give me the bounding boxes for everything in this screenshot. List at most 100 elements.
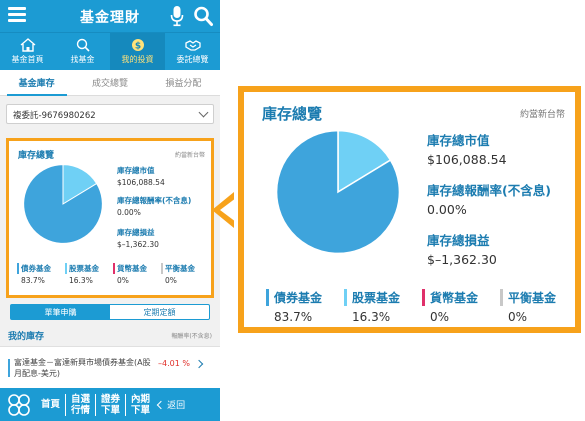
allocation-legend: 債券基金 83.7% 股票基金 16.3% 貨幣基金 0% 平衡基金 0%	[266, 289, 578, 324]
legend-name: 平衡基金	[161, 263, 209, 274]
my-holdings-header: 我的庫存 報酬率(不含息)	[0, 326, 220, 342]
holdings-summary-card-zoomed: 庫存總覽 約當新台幣 庫存總市值 $106,088.54 庫存總報酬率(不含息)…	[238, 86, 581, 333]
legend-name: 貨幣基金	[422, 289, 500, 306]
market-value-block: 庫存總市值 $106,088.54	[117, 165, 165, 187]
pnl-value: $–1,362.30	[427, 252, 497, 267]
tab-trade-overview[interactable]: 成交總覽	[91, 79, 128, 89]
legend-name: 債券基金	[266, 289, 344, 306]
return-rate-label: 庫存總報酬率(不含息)	[117, 196, 192, 205]
legend-name: 債券基金	[17, 263, 65, 274]
nav-label: 我的投資	[121, 55, 154, 64]
pie-slice-債券基金	[275, 129, 401, 255]
fund-type-bar	[8, 359, 10, 377]
single-purchase-button[interactable]: 單筆申購	[11, 305, 110, 319]
pnl-label: 庫存總損益	[427, 233, 490, 248]
top-bar: 基金理財	[0, 0, 220, 32]
legend-name: 股票基金	[65, 263, 113, 274]
legend-item-balanced: 平衡基金 0%	[161, 263, 209, 285]
pie-slice-股票基金	[337, 129, 392, 194]
return-rate-block: 庫存總報酬率(不含息) 0.00%	[117, 195, 191, 217]
summary-title: 庫存總覽	[262, 105, 323, 123]
bottom-bar: 首頁 自選 行情 證券 下單 內期 下單 返回	[0, 388, 220, 421]
pnl-block: 庫存總損益 $–1,362.30	[427, 230, 497, 267]
apps-menu-icon[interactable]	[6, 392, 32, 418]
search-icon	[76, 38, 90, 52]
legend-item-bond: 債券基金 83.7%	[17, 263, 65, 285]
market-value-label: 庫存總市值	[117, 166, 155, 175]
back-label: 返回	[167, 401, 186, 411]
legend-pct: 83.7%	[274, 310, 313, 324]
regular-investment-button[interactable]: 定期定額	[143, 307, 176, 317]
bottom-watchlist[interactable]: 自選 行情	[65, 393, 95, 416]
chevron-down-icon	[198, 107, 209, 118]
legend-item-equity: 股票基金 16.3%	[65, 263, 113, 285]
money-icon: $	[131, 39, 144, 52]
purchase-type-switch: 單筆申購 定期定額	[10, 304, 210, 320]
nav-my-investment[interactable]: $ 我的投資	[110, 33, 165, 70]
market-value-block: 庫存總市值 $106,088.54	[427, 130, 507, 167]
menu-icon[interactable]	[8, 7, 26, 23]
pie-slice-債券基金	[23, 164, 103, 244]
main-nav: 基金首頁 找基金 $ 我的投資 委託總覽	[0, 32, 220, 70]
home-icon	[20, 38, 35, 52]
nav-label: 找基金	[70, 55, 95, 64]
allocation-pie-chart	[275, 129, 401, 255]
my-holdings-note: 報酬率(不含息)	[171, 333, 212, 340]
summary-title: 庫存總覽	[18, 151, 55, 161]
account-select[interactable]: 複委託-9676980262	[6, 104, 214, 124]
return-rate: 0.00%	[117, 208, 141, 217]
legend-pct: 16.3%	[352, 310, 391, 324]
legend-pct: 83.7%	[21, 276, 45, 285]
pnl-label: 庫存總損益	[117, 228, 155, 237]
legend-item-money: 貨幣基金 0%	[113, 263, 161, 285]
return-rate: 0.00%	[427, 202, 467, 217]
holdings-summary-card-small: 庫存總覽 約當新台幣 庫存總市值 $106,088.54 庫存總報酬率(不含息)…	[6, 138, 214, 298]
market-value: $106,088.54	[117, 178, 165, 187]
bottom-home[interactable]: 首頁	[41, 399, 61, 410]
search-icon[interactable]	[193, 5, 213, 27]
legend-pct: 16.3%	[69, 276, 93, 285]
market-value: $106,088.54	[427, 152, 507, 167]
microphone-icon[interactable]	[170, 5, 184, 27]
phone-screen: 基金理財 基金首頁 找基金 $ 我的投資 委託總覽 基金庫	[0, 0, 220, 421]
fund-return: –4.01 %	[158, 359, 190, 368]
chevron-right-icon	[194, 359, 204, 369]
bottom-futures-order[interactable]: 內期 下單	[125, 393, 155, 416]
fund-name: 富達基金－富達新興市場債券基金(A股月配息-美元)	[14, 358, 151, 378]
legend-item-money: 貨幣基金 0%	[422, 289, 500, 324]
legend-item-bond: 債券基金 83.7%	[266, 289, 344, 324]
account-value: 複委託-9676980262	[13, 111, 96, 121]
back-button[interactable]: 返回	[156, 398, 186, 411]
allocation-legend: 債券基金 83.7% 股票基金 16.3% 貨幣基金 0% 平衡基金 0%	[17, 263, 209, 285]
app-title: 基金理財	[80, 10, 140, 26]
legend-pct: 0%	[165, 276, 177, 285]
legend-name: 平衡基金	[500, 289, 578, 306]
legend-name: 貨幣基金	[113, 263, 161, 274]
handshake-icon	[184, 40, 201, 51]
pnl-value: $–1,362.30	[117, 240, 159, 249]
my-holdings-title: 我的庫存	[8, 332, 45, 342]
allocation-pie-chart	[23, 164, 103, 244]
chevron-left-icon	[156, 400, 166, 409]
bottom-securities-order[interactable]: 證券 下單	[95, 393, 125, 416]
legend-item-equity: 股票基金 16.3%	[344, 289, 422, 324]
fund-row[interactable]: 富達基金－富達新興市場債券基金(A股月配息-美元) –4.01 %	[0, 346, 220, 388]
sub-tabs: 基金庫存 成交總覽 損益分配	[0, 70, 220, 96]
nav-order-overview[interactable]: 委託總覽	[165, 33, 220, 70]
legend-pct: 0%	[508, 310, 528, 324]
nav-label: 基金首頁	[11, 55, 44, 64]
summary-unit: 約當新台幣	[174, 152, 205, 159]
callout-pointer-inner	[220, 198, 236, 222]
tab-pnl-distribution[interactable]: 損益分配	[165, 79, 202, 89]
legend-item-balanced: 平衡基金 0%	[500, 289, 578, 324]
return-rate-label: 庫存總報酬率(不含息)	[427, 183, 551, 198]
legend-name: 股票基金	[344, 289, 422, 306]
nav-find-fund[interactable]: 找基金	[55, 33, 110, 70]
summary-unit: 約當新台幣	[519, 110, 565, 120]
nav-fund-home[interactable]: 基金首頁	[0, 33, 55, 70]
legend-pct: 0%	[117, 276, 129, 285]
svg-text:$: $	[134, 42, 140, 52]
market-value-label: 庫存總市值	[427, 133, 490, 148]
return-rate-block: 庫存總報酬率(不含息) 0.00%	[427, 180, 551, 217]
tab-fund-holdings[interactable]: 基金庫存	[0, 70, 73, 95]
